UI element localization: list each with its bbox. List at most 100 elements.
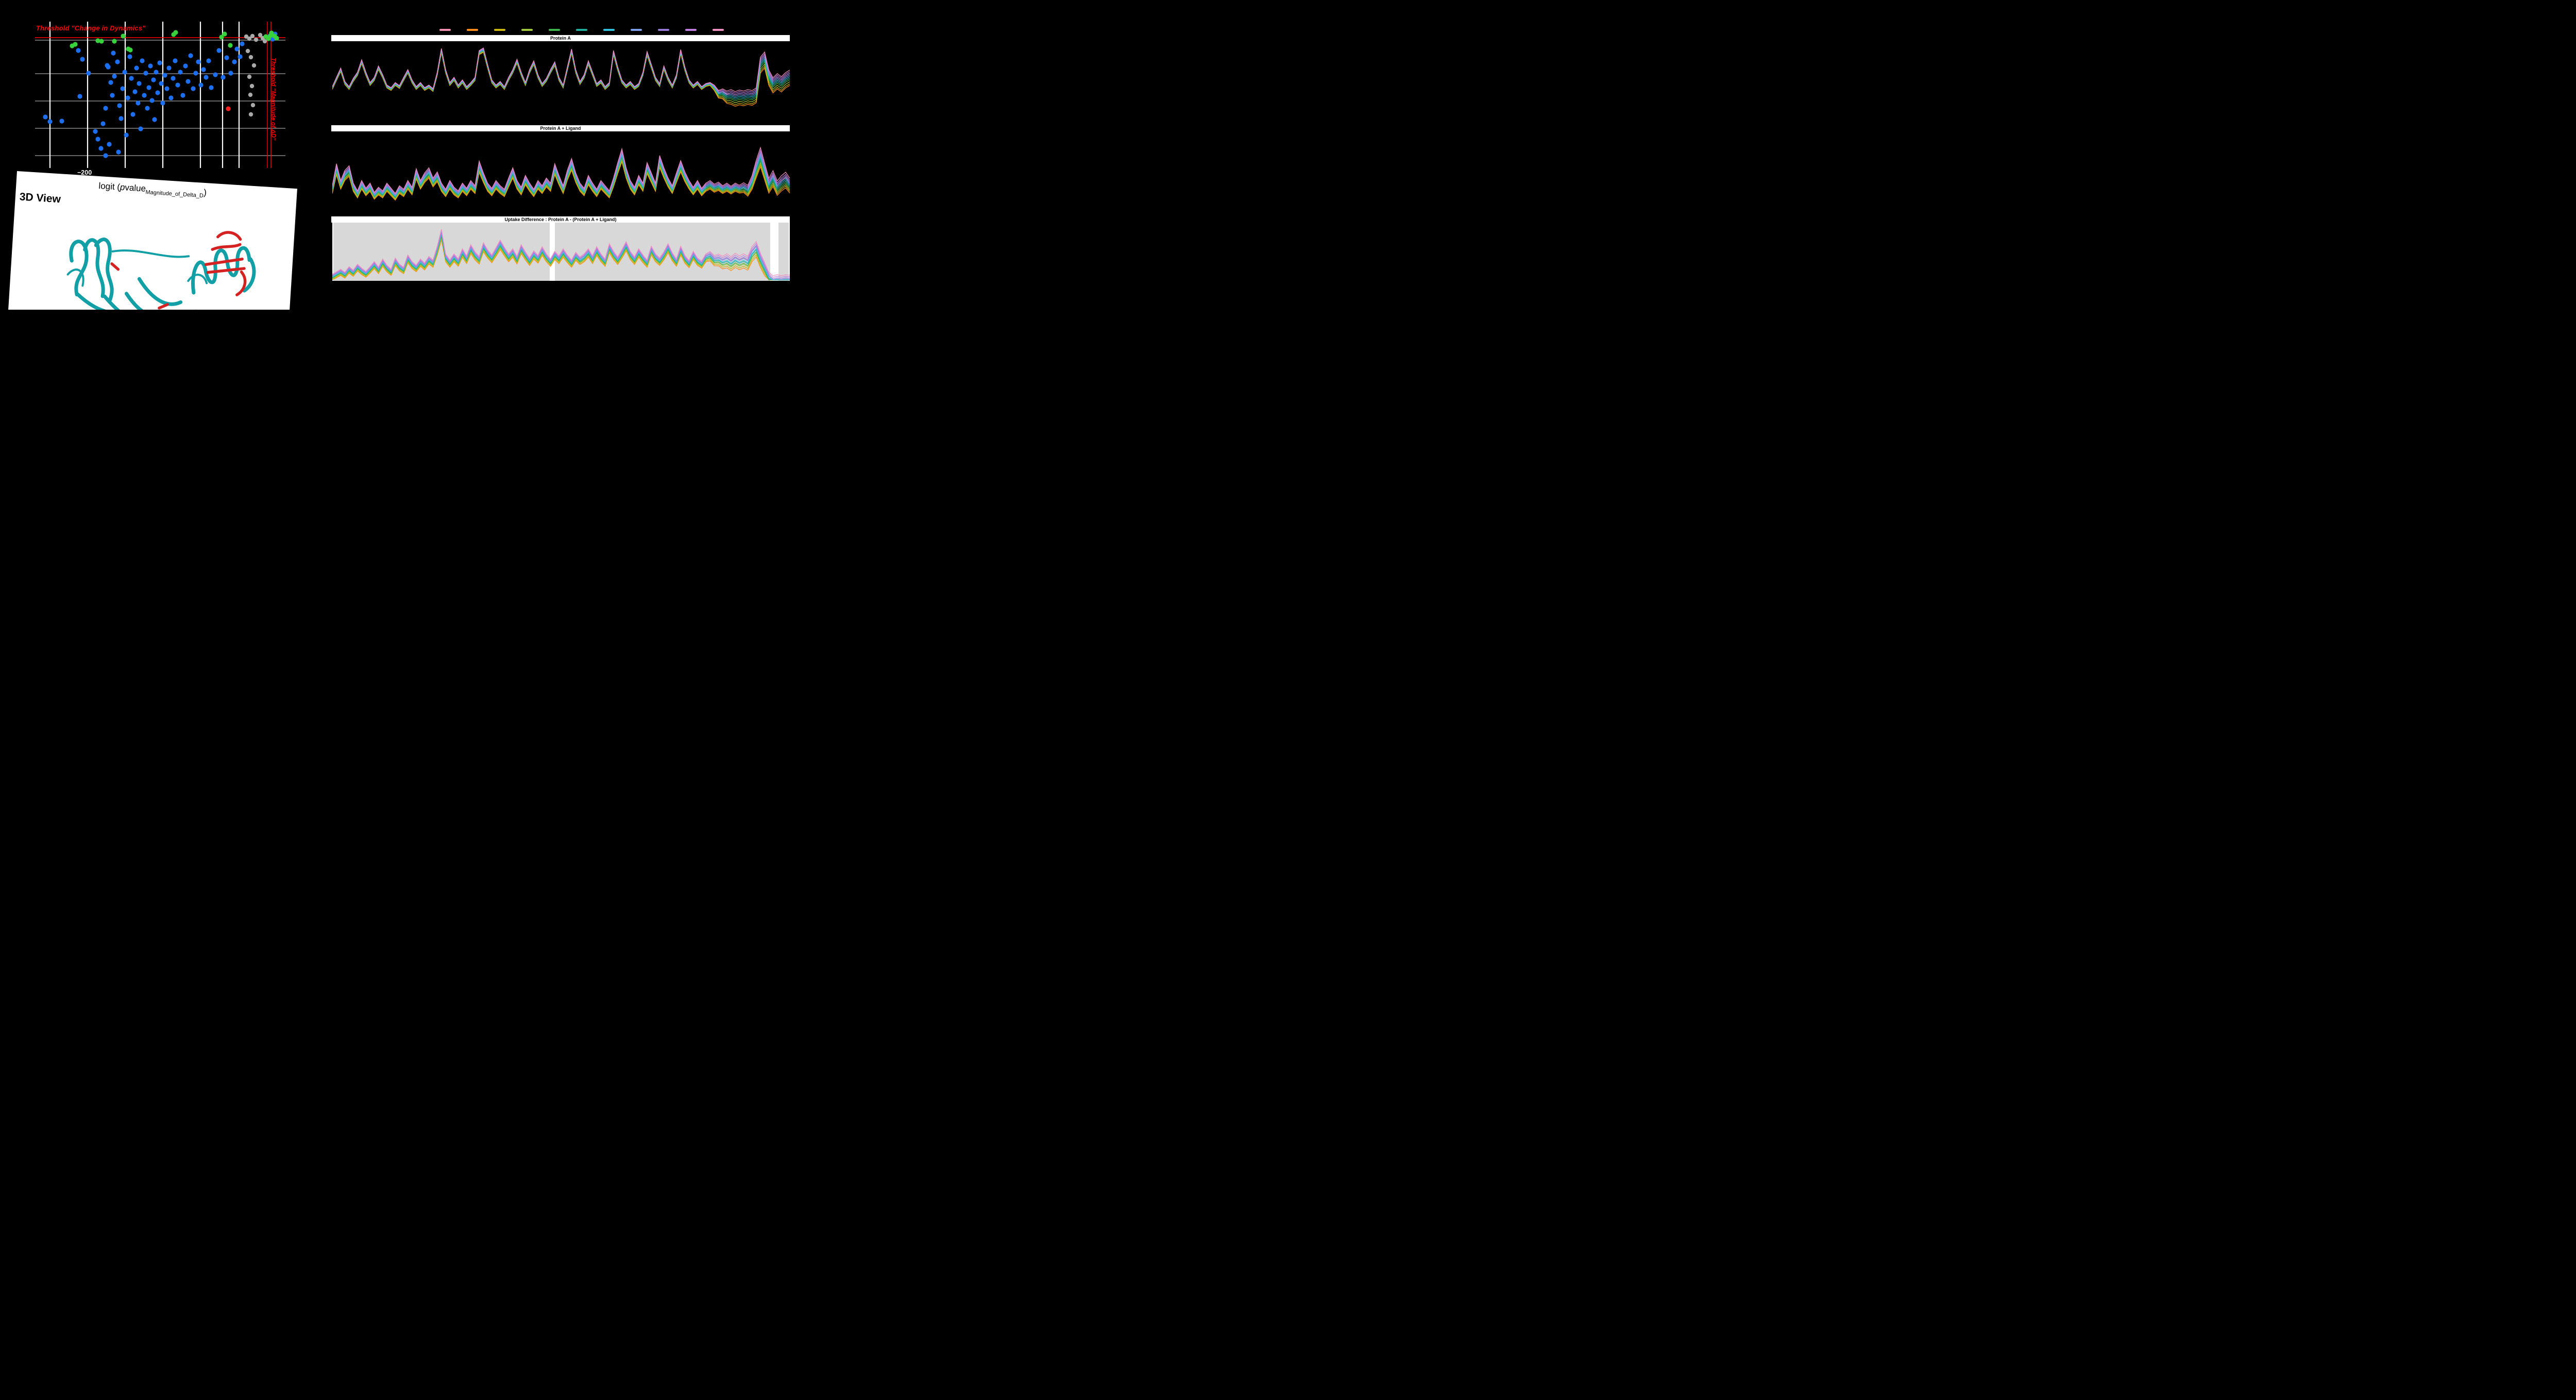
- uptake-line-series-3[interactable]: [332, 159, 790, 200]
- point-not-significant-magnitude[interactable]: [247, 36, 252, 41]
- point-no-significant-change[interactable]: [100, 121, 106, 126]
- uptake-line-series-10[interactable]: [332, 47, 790, 94]
- point-no-significant-change[interactable]: [183, 63, 188, 69]
- point-no-significant-change[interactable]: [145, 106, 150, 111]
- point-no-significant-change[interactable]: [118, 116, 124, 121]
- point-not-significant-magnitude[interactable]: [249, 83, 255, 89]
- point-no-significant-change[interactable]: [111, 50, 116, 56]
- uptake-line-series-11[interactable]: [332, 229, 790, 276]
- point-no-significant-change[interactable]: [234, 46, 240, 52]
- point-no-significant-change[interactable]: [180, 93, 185, 98]
- point-no-significant-change[interactable]: [127, 54, 132, 59]
- point-significant-change[interactable]: [219, 35, 224, 40]
- point-no-significant-change[interactable]: [47, 119, 53, 124]
- point-no-significant-change[interactable]: [77, 94, 82, 99]
- point-no-significant-change[interactable]: [193, 71, 198, 76]
- point-no-significant-change[interactable]: [86, 71, 91, 76]
- volcano-canvas[interactable]: [35, 22, 285, 168]
- point-no-significant-change[interactable]: [232, 59, 237, 64]
- uptake-chart-protein-a-ligand[interactable]: [332, 131, 790, 215]
- point-no-significant-change[interactable]: [162, 73, 167, 78]
- point-no-significant-change[interactable]: [107, 142, 112, 147]
- point-significant-change[interactable]: [121, 33, 126, 39]
- point-no-significant-change[interactable]: [146, 85, 151, 90]
- point-no-significant-change[interactable]: [138, 126, 143, 131]
- point-no-significant-change[interactable]: [135, 100, 141, 106]
- point-no-significant-change[interactable]: [160, 100, 165, 106]
- uptake-line-series-5[interactable]: [332, 156, 790, 199]
- point-not-significant-magnitude[interactable]: [250, 103, 256, 108]
- legend-swatch-9[interactable]: [658, 29, 669, 31]
- legend-swatch-8[interactable]: [631, 29, 642, 31]
- uptake-line-series-6[interactable]: [332, 155, 790, 198]
- point-no-significant-change[interactable]: [198, 82, 204, 88]
- uptake-difference-chart[interactable]: [332, 223, 790, 281]
- point-no-significant-change[interactable]: [175, 82, 180, 88]
- point-no-significant-change[interactable]: [93, 129, 98, 134]
- uptake-line-series-8[interactable]: [332, 232, 790, 280]
- legend-swatch-10[interactable]: [685, 29, 697, 31]
- point-no-significant-change[interactable]: [106, 64, 111, 70]
- uptake-line-series-4[interactable]: [332, 237, 790, 280]
- point-no-significant-change[interactable]: [80, 57, 85, 62]
- point-no-significant-change[interactable]: [76, 48, 81, 53]
- point-no-significant-change[interactable]: [216, 48, 222, 53]
- point-no-significant-change[interactable]: [98, 146, 104, 151]
- uptake-line-series-2[interactable]: [332, 240, 790, 280]
- point-no-significant-change[interactable]: [185, 79, 191, 84]
- uptake-line-series-3[interactable]: [332, 51, 790, 106]
- uptake-line-series-1[interactable]: [332, 49, 790, 95]
- uptake-line-series-4[interactable]: [332, 158, 790, 199]
- legend-swatch-6[interactable]: [576, 29, 587, 31]
- point-no-significant-change[interactable]: [152, 117, 157, 122]
- legend-swatch-11[interactable]: [713, 29, 724, 31]
- point-no-significant-change[interactable]: [130, 112, 135, 117]
- point-no-significant-change[interactable]: [117, 103, 122, 108]
- point-no-significant-change[interactable]: [137, 81, 142, 86]
- uptake-line-series-2[interactable]: [332, 160, 790, 201]
- point-no-significant-change[interactable]: [134, 65, 139, 71]
- point-not-significant-magnitude[interactable]: [245, 48, 250, 54]
- point-no-significant-change[interactable]: [224, 55, 229, 60]
- uptake-line-series-9[interactable]: [332, 48, 790, 95]
- point-no-significant-change[interactable]: [151, 77, 156, 82]
- point-no-significant-change[interactable]: [221, 75, 226, 80]
- point-no-significant-change[interactable]: [191, 86, 196, 91]
- point-not-significant-magnitude[interactable]: [258, 32, 263, 38]
- point-significant-change[interactable]: [99, 39, 104, 44]
- point-no-significant-change[interactable]: [228, 71, 233, 76]
- point-significant-change[interactable]: [268, 33, 273, 38]
- point-no-significant-change[interactable]: [173, 58, 178, 63]
- point-not-significant-magnitude[interactable]: [248, 112, 253, 117]
- point-no-significant-change[interactable]: [132, 89, 138, 94]
- point-no-significant-change[interactable]: [125, 95, 130, 100]
- point-no-significant-change[interactable]: [149, 98, 155, 103]
- uptake-line-series-2[interactable]: [332, 52, 790, 107]
- point-no-significant-change[interactable]: [122, 70, 127, 75]
- point-significant-change[interactable]: [222, 31, 227, 37]
- point-significant-change[interactable]: [228, 43, 233, 48]
- point-no-significant-change[interactable]: [204, 75, 209, 80]
- point-not-significant-magnitude[interactable]: [253, 37, 259, 42]
- point-no-significant-change[interactable]: [209, 85, 214, 90]
- point-no-significant-change[interactable]: [164, 86, 170, 91]
- uptake-line-series-3[interactable]: [332, 238, 790, 280]
- point-no-significant-change[interactable]: [201, 67, 206, 72]
- point-no-significant-change[interactable]: [159, 81, 164, 86]
- point-significant-change[interactable]: [73, 42, 78, 47]
- uptake-line-series-10[interactable]: [332, 230, 790, 278]
- point-no-significant-change[interactable]: [116, 149, 121, 155]
- point-no-significant-change[interactable]: [120, 86, 125, 91]
- point-no-significant-change[interactable]: [157, 60, 162, 65]
- legend-swatch-5[interactable]: [549, 29, 560, 31]
- point-no-significant-change[interactable]: [142, 93, 147, 98]
- point-no-significant-change[interactable]: [112, 74, 117, 79]
- point-no-significant-change[interactable]: [154, 70, 159, 75]
- legend-swatch-4[interactable]: [521, 29, 533, 31]
- uptake-line-series-7[interactable]: [332, 234, 790, 280]
- uptake-chart-protein-a[interactable]: [332, 41, 790, 121]
- point-no-significant-change[interactable]: [168, 95, 174, 100]
- uptake-line-series-11[interactable]: [332, 47, 790, 92]
- point-no-significant-change[interactable]: [143, 71, 148, 76]
- protein-ribbon-graphic[interactable]: [30, 210, 279, 310]
